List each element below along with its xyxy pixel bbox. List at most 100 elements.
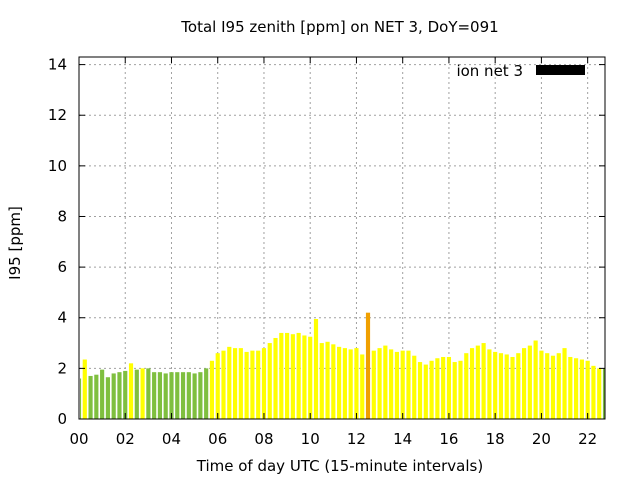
bar (279, 332, 284, 419)
bar (574, 358, 579, 419)
bar (117, 372, 122, 419)
bar (475, 345, 480, 419)
bar (562, 348, 567, 419)
bar (481, 343, 486, 419)
bar (261, 348, 267, 419)
bar (342, 348, 347, 419)
bar (493, 351, 498, 419)
bar (186, 372, 191, 419)
x-tick-label: 12 (347, 430, 366, 448)
bar (313, 319, 319, 419)
bar (302, 335, 307, 419)
bar (308, 336, 313, 419)
x-axis-label: Time of day UTC (15-minute intervals) (196, 457, 483, 475)
bars (80, 312, 605, 419)
x-tick-label: 02 (116, 430, 135, 448)
bar (204, 368, 209, 419)
bar (209, 360, 215, 419)
y-tick-label: 4 (57, 309, 67, 327)
bar (273, 337, 278, 419)
legend-swatch (536, 65, 585, 75)
bar (256, 350, 261, 419)
bar (400, 350, 405, 419)
bar (527, 345, 532, 419)
chart-title: Total I95 zenith [ppm] on NET 3, DoY=091 (180, 18, 498, 36)
bar (579, 359, 584, 419)
x-tick-label: 14 (393, 430, 412, 448)
bar (169, 372, 174, 419)
bar (516, 353, 521, 419)
plot-frame (78, 56, 606, 420)
bar (394, 351, 399, 419)
bar (371, 350, 376, 419)
bar (377, 348, 382, 419)
bar (267, 343, 272, 419)
bar (105, 377, 110, 419)
bar (348, 349, 353, 419)
x-tick-label: 10 (301, 430, 320, 448)
bar (435, 358, 440, 419)
legend-label: ion net 3 (456, 62, 523, 80)
bar (232, 348, 238, 419)
bar (82, 359, 87, 419)
bar (521, 348, 527, 419)
bar (383, 345, 388, 419)
x-tick-label: 22 (578, 430, 597, 448)
bar (487, 349, 492, 419)
bar (389, 349, 394, 419)
bar (238, 348, 243, 419)
x-tick-label: 06 (208, 430, 227, 448)
bar (319, 343, 324, 419)
bar (365, 312, 371, 419)
bar (100, 369, 105, 419)
bar (417, 362, 423, 419)
bar (469, 348, 475, 419)
bar (244, 351, 249, 419)
y-tick-label: 0 (57, 410, 67, 428)
bar (556, 353, 561, 419)
bar (423, 364, 428, 419)
y-tick-label: 8 (57, 207, 67, 225)
bar (597, 368, 602, 419)
bar (175, 372, 180, 419)
bar (94, 374, 99, 419)
x-tick-label: 16 (439, 430, 458, 448)
bar (550, 355, 556, 419)
bar (215, 353, 220, 419)
bar (325, 341, 330, 419)
bar (192, 373, 197, 419)
bar (221, 350, 226, 419)
bar (152, 372, 157, 419)
bar (157, 372, 163, 419)
y-tick-label: 14 (48, 56, 67, 74)
y-axis-label: I95 [ppm] (6, 206, 24, 280)
bar (412, 355, 417, 419)
bar (128, 363, 134, 419)
x-tick-label: 08 (254, 430, 273, 448)
bar (591, 365, 596, 419)
bar (80, 378, 82, 419)
bar (504, 354, 509, 419)
bar (123, 370, 128, 419)
bar (88, 375, 93, 419)
bar (510, 356, 515, 419)
bar (602, 368, 605, 419)
bar (296, 332, 301, 419)
bar (545, 353, 550, 419)
bar (146, 368, 151, 419)
bar (250, 350, 255, 419)
bar (198, 372, 203, 419)
bar (406, 350, 411, 419)
bar (429, 360, 434, 419)
bar (180, 372, 186, 419)
x-tick-label: 04 (162, 430, 181, 448)
y-tick-label: 10 (48, 157, 67, 175)
bar (285, 332, 290, 419)
bar (140, 368, 145, 419)
bar (360, 354, 365, 419)
bar (539, 350, 544, 419)
bar (134, 369, 139, 419)
bar (111, 373, 116, 419)
